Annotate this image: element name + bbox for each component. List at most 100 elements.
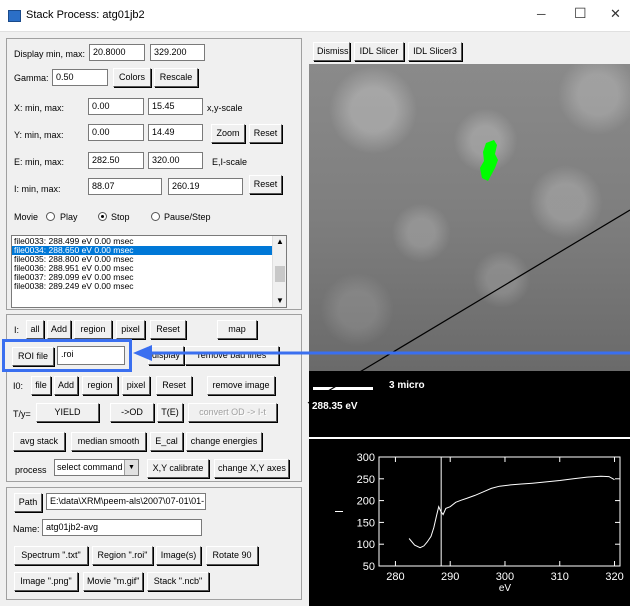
i0-add-button[interactable]: Add	[54, 376, 78, 395]
median-smooth-button[interactable]: median smooth	[71, 432, 146, 451]
colors-button[interactable]: Colors	[113, 68, 151, 87]
file-list-item[interactable]: file0037: 289.099 eV 0.00 msec	[14, 272, 134, 282]
rescale-button[interactable]: Rescale	[154, 68, 198, 87]
minimize-icon[interactable]: ─	[537, 7, 546, 21]
change-xy-axes-button[interactable]: change X,Y axes	[214, 459, 289, 478]
roi-file-button[interactable]: ROI file	[12, 347, 54, 366]
i0-pixel-button[interactable]: pixel	[122, 376, 150, 395]
divider-line	[309, 437, 630, 439]
ecal-button[interactable]: E_cal	[150, 432, 183, 451]
gamma-field[interactable]: 0.50	[52, 69, 108, 86]
play-radio[interactable]	[46, 212, 55, 221]
save-images-button[interactable]: Image(s)	[156, 546, 201, 565]
spectrum-chart: 50 100 150 200 250 300 280 290 300 310 320 eV	[335, 452, 624, 594]
y-tick-label: 200	[357, 496, 375, 508]
to-od-button[interactable]: ->OD	[110, 403, 154, 422]
x-tick-label: 320	[605, 571, 623, 583]
reset-i-button[interactable]: Reset	[249, 175, 282, 194]
y-tick-label: 250	[357, 474, 375, 486]
x-min-field[interactable]: 0.00	[88, 98, 144, 115]
name-label: Name:	[13, 524, 40, 534]
path-field[interactable]: E:\data\XRM\peem-als\2007\07-01\01-	[46, 493, 206, 510]
stop-radio[interactable]	[98, 212, 107, 221]
x-tick-label: 280	[386, 571, 404, 583]
save-spectrum-button[interactable]: Spectrum ".txt"	[14, 546, 88, 565]
save-region-button[interactable]: Region ".roi"	[92, 546, 153, 565]
remove-bad-lines-button[interactable]: remove bad lines	[185, 346, 279, 365]
save-image-png-button[interactable]: Image ".png"	[14, 572, 78, 591]
rotate-button[interactable]: Rotate 90	[206, 546, 258, 565]
e-min-field[interactable]: 282.50	[88, 152, 144, 169]
idl-slicer-button[interactable]: IDL Slicer	[354, 42, 404, 61]
display-max-field[interactable]: 329.200	[150, 44, 205, 61]
map-button[interactable]: map	[217, 320, 257, 339]
i-reset-button[interactable]: Reset	[150, 320, 186, 339]
x-max-field[interactable]: 15.45	[148, 98, 203, 115]
y-tick-label: 300	[357, 452, 375, 464]
i-pixel-button[interactable]: pixel	[116, 320, 145, 339]
y-max-field[interactable]: 14.49	[148, 124, 203, 141]
x-tick-label: 310	[551, 571, 569, 583]
save-movie-button[interactable]: Movie "m.gif"	[83, 572, 143, 591]
spectrum-plot[interactable]: 50 100 150 200 250 300 280 290 300 310 320 eV	[309, 439, 630, 606]
process-label: process	[15, 465, 47, 475]
ei-scale-label: E,I-scale	[212, 157, 248, 167]
i0-row-label: I0:	[13, 381, 24, 391]
i0-region-button[interactable]: region	[82, 376, 118, 395]
maximize-icon[interactable]: ☐	[574, 5, 587, 21]
dismiss-button[interactable]: Dismiss	[313, 42, 350, 61]
scroll-thumb[interactable]	[275, 266, 285, 282]
roi-file-field[interactable]: .roi	[57, 346, 125, 365]
change-energies-button[interactable]: change energies	[186, 432, 262, 451]
stack-image[interactable]	[309, 64, 630, 371]
scroll-up-icon[interactable]: ▲	[276, 237, 284, 246]
app-icon	[8, 10, 21, 22]
pause-label: Pause/Step	[164, 212, 211, 222]
gamma-label: Gamma:	[14, 73, 49, 83]
process-select-value: select command	[57, 462, 123, 472]
dropdown-arrow-icon[interactable]: ▼	[124, 460, 138, 475]
display-button[interactable]: display	[148, 346, 184, 365]
process-select[interactable]: select command ▼	[54, 459, 139, 476]
path-button[interactable]: Path	[14, 493, 42, 512]
file-list-scrollbar[interactable]: ▲ ▼	[272, 236, 286, 307]
name-field[interactable]: atg01jb2-avg	[42, 519, 202, 536]
idl-slicer3-button[interactable]: IDL Slicer3	[408, 42, 462, 61]
file-list-item[interactable]: file0038: 289.249 eV 0.00 msec	[14, 281, 134, 291]
i0-file-button[interactable]: file	[31, 376, 51, 395]
avg-stack-button[interactable]: avg stack	[13, 432, 65, 451]
y-tick-label: 100	[357, 539, 375, 551]
i-all-button[interactable]: all	[26, 320, 44, 339]
yield-button[interactable]: YIELD	[36, 403, 99, 422]
y-label: Y: min, max:	[14, 130, 64, 140]
e-max-field[interactable]: 320.00	[148, 152, 203, 169]
pause-radio[interactable]	[151, 212, 160, 221]
file-list-item[interactable]: file0034: 288.650 eV 0.00 msec	[12, 246, 272, 255]
i-region-button[interactable]: region	[74, 320, 112, 339]
y-tick-label: 50	[363, 561, 375, 573]
processing-panel	[6, 314, 302, 482]
reset-xy-button[interactable]: Reset	[249, 124, 282, 143]
y-min-field[interactable]: 0.00	[88, 124, 144, 141]
x-tick-label: 290	[441, 571, 459, 583]
i-min-field[interactable]: 88.07	[88, 178, 162, 195]
convert-od-button[interactable]: convert OD -> I-t	[188, 403, 277, 422]
scale-bar	[313, 387, 373, 390]
save-stack-button[interactable]: Stack ".ncb"	[147, 572, 209, 591]
file-list-item[interactable]: file0033: 288.499 eV 0.00 msec	[14, 236, 134, 246]
i0-reset-button[interactable]: Reset	[156, 376, 192, 395]
xy-calibrate-button[interactable]: X,Y calibrate	[147, 459, 209, 478]
settings-panel	[6, 38, 302, 310]
remove-image-button[interactable]: remove image	[207, 376, 275, 395]
e-label: E: min, max:	[14, 157, 65, 167]
te-button[interactable]: T(E)	[157, 403, 183, 422]
zoom-button[interactable]: Zoom	[211, 124, 245, 143]
close-icon[interactable]: ✕	[610, 6, 621, 21]
i-max-field[interactable]: 260.19	[168, 178, 243, 195]
file-list-item[interactable]: file0036: 288.951 eV 0.00 msec	[14, 263, 134, 273]
file-list-item[interactable]: file0035: 288.800 eV 0.00 msec	[14, 254, 134, 264]
i-add-button[interactable]: Add	[47, 320, 71, 339]
scroll-down-icon[interactable]: ▼	[276, 296, 284, 305]
file-list[interactable]: file0033: 288.499 eV 0.00 msec file0034: …	[11, 235, 287, 308]
display-min-field[interactable]: 20.8000	[89, 44, 145, 61]
